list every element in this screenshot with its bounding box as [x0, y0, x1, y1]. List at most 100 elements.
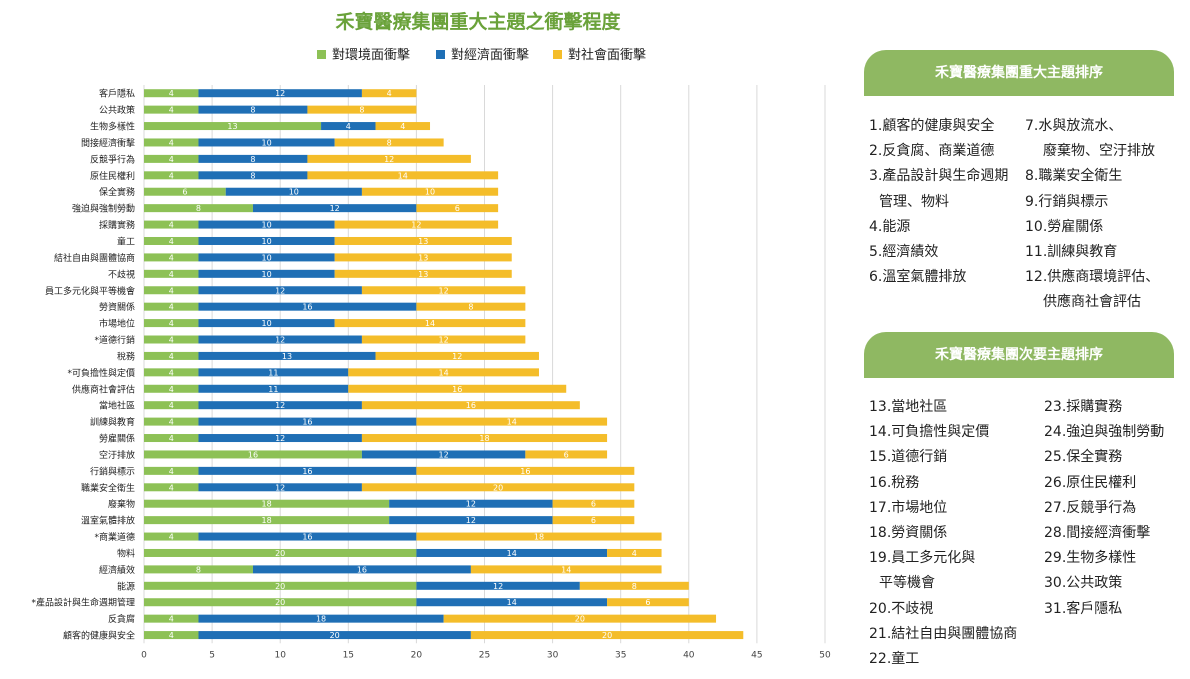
category-label: 保全實務: [99, 186, 135, 198]
bar-segment: [334, 220, 499, 229]
bar-data-label: 12: [275, 89, 285, 98]
bar-data-label: 14: [507, 598, 517, 607]
bar-segment: [198, 384, 349, 393]
bar-data-label: 4: [169, 385, 174, 394]
bar-segment: [321, 122, 376, 131]
category-label: *道德行銷: [94, 334, 135, 346]
bar-data-label: 8: [250, 171, 255, 180]
bar-segment: [198, 351, 376, 360]
legend-label: 對經濟面衝擊: [451, 47, 529, 63]
bar-segment: [416, 581, 580, 590]
category-label: 原住民權利: [90, 170, 135, 182]
category-label: 市場地位: [99, 318, 135, 330]
bar-segment: [361, 450, 526, 459]
bar-data-label: 16: [466, 401, 476, 410]
bar-data-label: 4: [169, 352, 174, 361]
x-tick-label: 20: [411, 650, 423, 660]
bar-segment: [144, 548, 417, 557]
bar-segment: [252, 565, 471, 574]
bar-data-label: 4: [169, 106, 174, 115]
bar-segment: [361, 335, 526, 344]
x-tick-label: 25: [479, 650, 490, 660]
bar-data-label: 10: [261, 253, 271, 262]
x-tick-label: 50: [819, 650, 831, 660]
bar-data-label: 13: [282, 352, 292, 361]
bar-data-label: 4: [169, 89, 174, 98]
bar-data-label: 4: [169, 615, 174, 624]
bar-data-label: 8: [250, 155, 255, 164]
bar-data-label: 4: [169, 221, 174, 230]
category-label: 強迫與強制勞動: [72, 203, 135, 215]
x-tick-label: 30: [547, 650, 559, 660]
bar-data-label: 20: [275, 582, 285, 591]
bar-data-label: 8: [196, 204, 201, 213]
legend-label: 對社會面衝擊: [568, 47, 646, 63]
rank-item: 26.原住民權利: [1044, 474, 1137, 491]
bar-data-label: 4: [169, 483, 174, 492]
bar-segment: [144, 516, 390, 525]
bar-data-label: 12: [411, 221, 421, 230]
bar-segment: [552, 499, 635, 508]
x-tick-label: 5: [209, 650, 215, 660]
rank-item: 平等機會: [879, 575, 935, 592]
bar-data-label: 4: [169, 138, 174, 147]
category-label: 採購實務: [99, 219, 135, 231]
category-label: 顧客的健康與安全: [63, 630, 135, 642]
bar-segment: [416, 548, 608, 557]
bar-segment: [525, 450, 608, 459]
bar-segment: [144, 335, 199, 344]
bar-data-label: 18: [479, 434, 489, 443]
category-labels: 客戶隱私公共政策生物多樣性間接經濟衝擊反競爭行為原住民權利保全實務強迫與強制勞動…: [31, 88, 135, 642]
bar-data-label: 18: [261, 516, 271, 525]
bar-data-label: 20: [275, 598, 285, 607]
category-label: 供應商社會評估: [72, 383, 135, 395]
rank-item: 18.勞資關係: [869, 525, 948, 541]
bar-data-label: 8: [359, 106, 364, 115]
bar-segment: [198, 220, 335, 229]
bar-segment: [334, 138, 444, 147]
bar-segment: [144, 269, 199, 278]
bar-data-label: 8: [387, 138, 392, 147]
bar-segment: [198, 401, 362, 410]
bar-segment: [198, 154, 308, 163]
bar-data-label: 20: [602, 631, 612, 640]
rank-item: 9.行銷與標示: [1025, 193, 1109, 210]
bar-segment: [198, 631, 471, 640]
bar-data-label: 13: [227, 122, 237, 131]
category-label: 行銷與標示: [90, 465, 135, 477]
category-label: *商業道德: [94, 531, 135, 543]
bar-data-label: 8: [196, 565, 201, 574]
chart-title: 禾寶醫療集團重大主題之衝擊程度: [335, 10, 621, 33]
bar-segment: [144, 187, 226, 196]
bar-segment: [144, 319, 199, 328]
category-label: 溫室氣體排放: [81, 515, 135, 527]
bar-segment: [198, 253, 335, 262]
bar-segment: [198, 89, 362, 98]
bar-data-label: 6: [455, 204, 460, 213]
bar-segment: [389, 516, 553, 525]
bar-segment: [470, 631, 744, 640]
bar-segment: [144, 532, 199, 541]
category-label: 廢棄物: [108, 498, 135, 510]
bar-segment: [361, 89, 417, 98]
x-tick-label: 10: [274, 650, 286, 660]
rank-item: 23.採購實務: [1044, 399, 1123, 415]
bar-segment: [144, 466, 199, 475]
category-label: 反貪腐: [108, 613, 135, 625]
x-axis-ticks: 0 5 10 15 20 25 30 35 40 45 50: [141, 650, 831, 660]
bar-segment: [307, 154, 471, 163]
bar-segment: [198, 532, 417, 541]
bar-data-label: 16: [302, 533, 312, 542]
bar-segment: [144, 171, 199, 180]
bar-data-label: 10: [261, 138, 271, 147]
rank-item: 19.員工多元化與: [869, 550, 976, 567]
bar-segment: [416, 466, 635, 475]
bar-data-label: 6: [591, 500, 596, 509]
bar-data-label: 4: [169, 155, 174, 164]
rank-item: 10.勞雇關係: [1025, 218, 1104, 235]
bar-segment: [198, 138, 335, 147]
bar-data-label: 12: [275, 434, 285, 443]
x-tick-label: 40: [683, 650, 695, 660]
bar-data-label: 14: [398, 171, 408, 180]
rank-item: 14.可負擔性與定價: [869, 424, 990, 441]
